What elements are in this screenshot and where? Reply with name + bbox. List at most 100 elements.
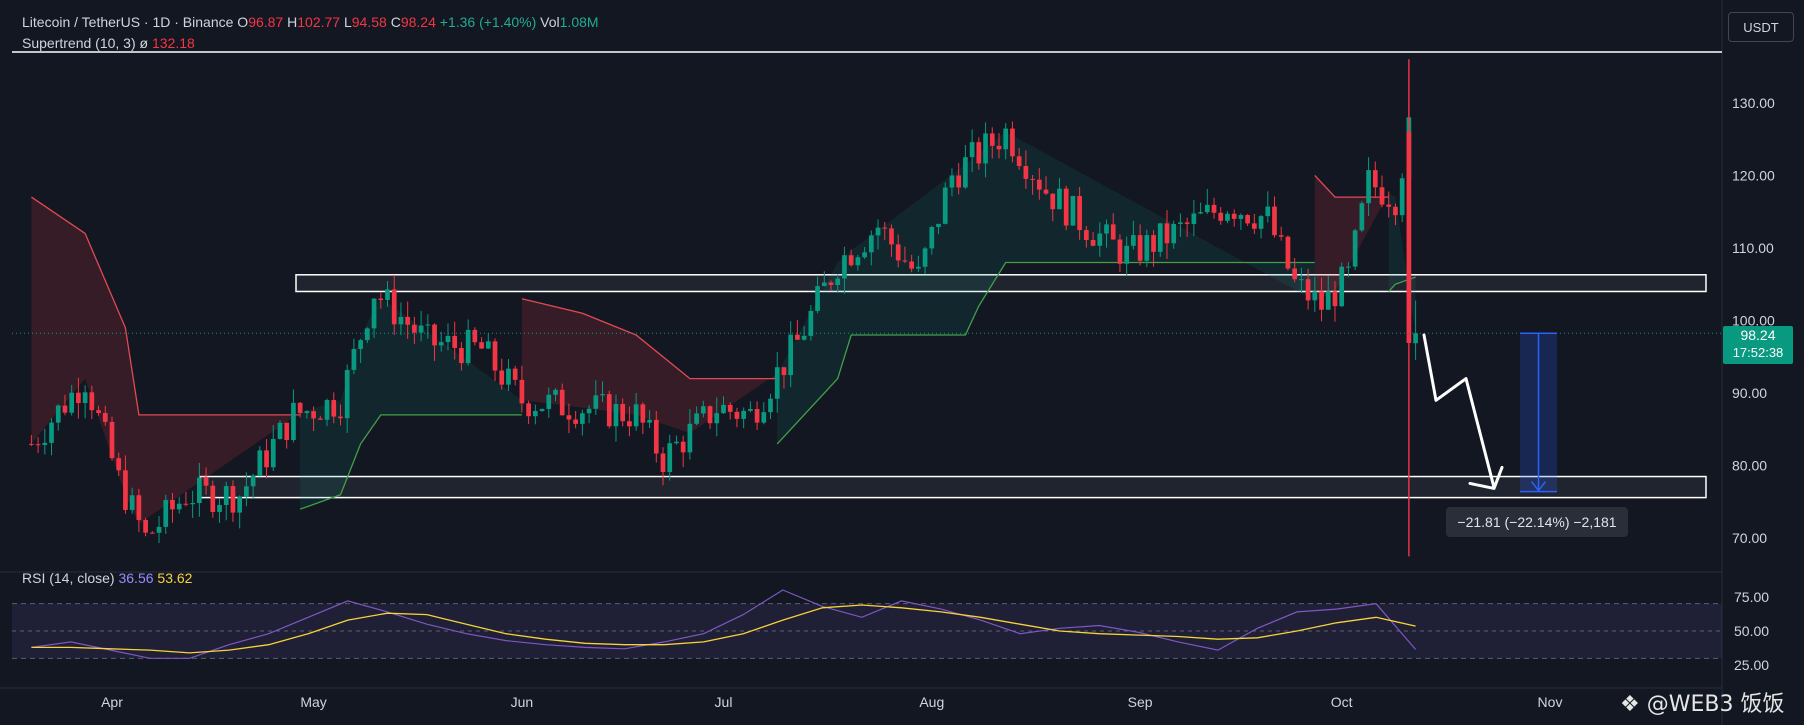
supertrend-fill-3 <box>777 131 1315 444</box>
candle-body <box>734 411 740 419</box>
candle-body <box>1245 215 1250 224</box>
candle-body <box>1211 204 1217 213</box>
candle-body <box>788 334 794 376</box>
candle-body <box>680 441 686 453</box>
price-legend: Litecoin / TetherUS · 1D · Binance O96.8… <box>22 14 599 30</box>
bar-countdown: 17:52:38 <box>1732 345 1784 360</box>
candle-body <box>69 392 75 413</box>
candle-body <box>156 526 162 533</box>
candle-body <box>989 133 995 146</box>
supertrend-line-1 <box>299 414 522 510</box>
candle-body <box>526 403 531 417</box>
candle-body <box>1191 213 1197 224</box>
candle-body <box>129 495 135 510</box>
candle-body <box>983 133 988 164</box>
candle-body <box>741 410 746 419</box>
rsi-tick: 50.00 <box>1734 623 1769 639</box>
price-tick: 90.00 <box>1732 385 1767 401</box>
candle-body <box>976 142 982 164</box>
candle-body <box>35 444 41 446</box>
candle-body <box>1319 291 1324 310</box>
candle-body <box>364 328 370 341</box>
candle-body <box>916 266 921 269</box>
high-value: 102.77 <box>297 14 341 30</box>
candle-body <box>1258 216 1264 229</box>
supertrend-value: 132.18 <box>151 35 195 51</box>
candle-body <box>1399 178 1405 216</box>
candle-body <box>1090 239 1096 246</box>
measure-label: −21.81 (−22.14%) −2,181 <box>1446 507 1628 537</box>
vol-key: Vol <box>540 14 560 30</box>
candle-body <box>606 394 612 427</box>
candle-body <box>317 418 323 420</box>
supertrend-fill-0 <box>31 197 301 524</box>
supertrend-fill-5 <box>1388 193 1416 335</box>
rsi-tick: 25.00 <box>1734 657 1769 673</box>
candle-body <box>909 261 914 269</box>
rsi-panel <box>12 589 1722 659</box>
candle-body <box>270 438 276 468</box>
candle-body <box>331 399 337 417</box>
candle-body <box>1164 223 1170 244</box>
supertrend-line-2 <box>521 298 778 380</box>
candle-body <box>1184 222 1190 224</box>
candle-body <box>351 348 357 370</box>
price-tick: 70.00 <box>1732 530 1767 546</box>
candles[interactable] <box>29 59 1418 557</box>
candle-body <box>512 368 518 380</box>
rsi-pane <box>12 582 1722 676</box>
candle-body <box>1305 279 1311 301</box>
candle-body <box>479 342 484 349</box>
candle-body <box>304 411 310 414</box>
candle-body <box>1346 266 1351 268</box>
candle-body <box>1036 179 1042 190</box>
candle-body <box>855 257 861 266</box>
candle-body <box>291 402 296 441</box>
candle-body <box>875 227 881 236</box>
candle-body <box>1198 212 1203 214</box>
candle-body <box>116 458 122 471</box>
candle-body <box>1063 188 1069 226</box>
time-tick-apr: Apr <box>101 694 123 710</box>
candle-body <box>667 443 673 473</box>
candle-body <box>1299 279 1304 281</box>
currency-button[interactable]: USDT <box>1728 12 1794 42</box>
candle-body <box>223 486 229 506</box>
candle-body <box>929 227 935 249</box>
candle-body <box>210 485 216 512</box>
last-candle-body <box>1413 333 1418 344</box>
rsi-legend[interactable]: RSI (14, close) 36.56 53.62 <box>22 570 192 586</box>
rsi-ma-value: 53.62 <box>157 570 193 586</box>
candle-body <box>593 395 599 409</box>
candle-body <box>546 394 552 409</box>
candle-body <box>1332 291 1338 307</box>
candle-body <box>553 389 558 395</box>
candle-body <box>1043 189 1049 194</box>
candle-body <box>1077 195 1082 231</box>
candle-body <box>297 402 303 414</box>
price-tick: 120.00 <box>1732 167 1775 183</box>
zone-resistance <box>295 274 1707 293</box>
candle-body <box>956 175 962 188</box>
candle-body <box>842 255 847 279</box>
candle-body <box>1386 204 1392 207</box>
candle-body <box>700 406 706 414</box>
candle-body <box>438 342 444 346</box>
candle-body <box>385 289 390 301</box>
candle-body <box>1023 166 1029 179</box>
candle-body <box>532 411 538 417</box>
candle-body <box>1218 212 1224 221</box>
candle-body <box>123 470 128 510</box>
candle-body <box>109 421 115 459</box>
candle-body <box>183 503 189 505</box>
candle-body <box>620 404 626 422</box>
candle-body <box>889 228 894 245</box>
candle-body <box>660 453 666 473</box>
candle-body <box>862 252 867 258</box>
supertrend-legend[interactable]: Supertrend (10, 3) ø 132.18 <box>22 35 195 51</box>
candle-body <box>1157 223 1163 252</box>
candle-body <box>936 223 941 228</box>
candle-body <box>499 370 505 385</box>
